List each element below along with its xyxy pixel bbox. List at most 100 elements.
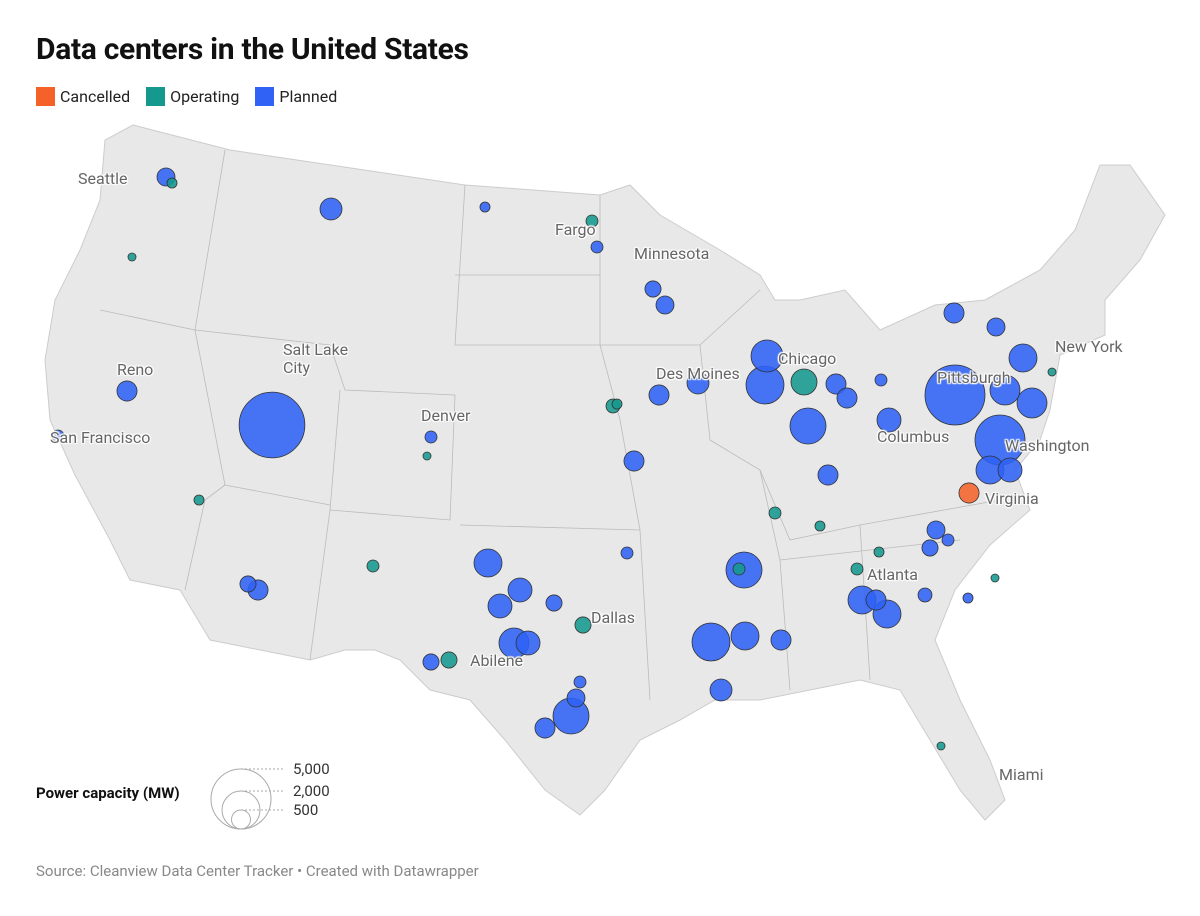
data-center bbox=[989, 374, 1021, 406]
legend-label: Operating bbox=[170, 87, 240, 106]
data-center bbox=[876, 407, 902, 433]
data-center bbox=[850, 562, 864, 576]
us-outline bbox=[44, 124, 1166, 821]
data-center bbox=[789, 407, 827, 445]
data-center bbox=[1047, 367, 1057, 377]
data-center bbox=[573, 675, 587, 689]
city-label: San Francisco bbox=[50, 428, 151, 447]
data-center bbox=[770, 629, 792, 651]
city-label: Fargo bbox=[555, 220, 596, 239]
size-legend-circle bbox=[210, 768, 272, 830]
data-center bbox=[648, 384, 670, 406]
data-center bbox=[422, 653, 440, 671]
data-center bbox=[51, 429, 65, 443]
size-legend-title: Power capacity (MW) bbox=[36, 784, 180, 802]
data-center bbox=[768, 506, 782, 520]
data-center bbox=[473, 548, 503, 578]
data-center bbox=[874, 373, 888, 387]
data-center bbox=[924, 364, 986, 426]
data-center bbox=[691, 622, 731, 662]
city-label: Minnesota bbox=[634, 244, 710, 263]
city-label: Abilene bbox=[470, 651, 524, 670]
data-center bbox=[479, 201, 491, 213]
data-center bbox=[611, 398, 623, 410]
data-center bbox=[941, 533, 955, 547]
legend-swatch bbox=[146, 87, 166, 106]
data-center bbox=[990, 573, 1000, 583]
data-center bbox=[986, 317, 1006, 337]
data-center bbox=[574, 616, 592, 634]
data-center bbox=[566, 688, 586, 708]
data-center bbox=[515, 630, 541, 656]
data-center bbox=[127, 252, 137, 262]
city-label: Virginia bbox=[985, 489, 1039, 508]
data-center bbox=[238, 391, 306, 459]
data-center bbox=[790, 368, 818, 396]
legend-item: Operating bbox=[146, 87, 239, 106]
city-label: Columbus bbox=[877, 427, 950, 446]
data-center bbox=[507, 577, 533, 603]
data-center bbox=[1008, 343, 1038, 373]
data-center bbox=[686, 371, 710, 395]
data-center bbox=[943, 302, 965, 324]
data-center bbox=[926, 520, 946, 540]
legend-item: Planned bbox=[255, 87, 337, 106]
data-center bbox=[997, 457, 1023, 483]
city-label: Atlanta bbox=[867, 565, 918, 584]
data-center bbox=[319, 197, 343, 221]
data-center bbox=[865, 589, 887, 611]
data-center bbox=[239, 575, 257, 593]
data-center bbox=[116, 380, 138, 402]
data-center bbox=[825, 373, 847, 395]
city-label: Miami bbox=[999, 765, 1044, 784]
data-center bbox=[623, 450, 645, 472]
data-center bbox=[590, 240, 604, 254]
data-center bbox=[732, 562, 746, 576]
legend: Cancelled Operating Planned bbox=[36, 87, 337, 106]
legend-swatch bbox=[36, 87, 55, 106]
size-legend-circle bbox=[231, 809, 251, 830]
data-center bbox=[644, 280, 662, 298]
city-label: New York bbox=[1055, 337, 1123, 356]
size-legend-label: 500 bbox=[293, 801, 319, 820]
data-center bbox=[962, 592, 974, 604]
data-center bbox=[534, 717, 556, 739]
data-center bbox=[873, 546, 885, 558]
city-label: Seattle bbox=[78, 169, 128, 188]
city-label: Pittsburgh bbox=[937, 368, 1011, 387]
data-center bbox=[655, 295, 675, 315]
data-center bbox=[545, 594, 563, 612]
data-center bbox=[193, 494, 205, 506]
data-center bbox=[424, 430, 438, 444]
city-label: Chicago bbox=[778, 349, 837, 368]
data-center bbox=[730, 621, 760, 651]
legend-item: Cancelled bbox=[36, 87, 130, 106]
data-center bbox=[422, 451, 432, 461]
legend-label: Cancelled bbox=[60, 87, 131, 106]
city-label: Des Moines bbox=[656, 364, 740, 383]
data-center bbox=[917, 587, 933, 603]
legend-swatch bbox=[255, 87, 275, 106]
source: Source: Cleanview Data Center Tracker • … bbox=[36, 862, 479, 880]
data-center bbox=[750, 339, 784, 373]
data-center bbox=[440, 651, 458, 669]
size-legend-label: 2,000 bbox=[293, 782, 330, 801]
data-center bbox=[709, 678, 733, 702]
data-center bbox=[366, 559, 380, 573]
data-center bbox=[585, 214, 599, 228]
data-center bbox=[958, 482, 980, 504]
city-label: Dallas bbox=[591, 608, 635, 627]
size-legend-label: 5,000 bbox=[293, 760, 330, 778]
data-center bbox=[817, 464, 839, 486]
data-center bbox=[1016, 387, 1048, 419]
data-center bbox=[921, 539, 939, 557]
city-label: Washington bbox=[1005, 436, 1090, 455]
city-label: Salt Lake City bbox=[283, 340, 349, 377]
data-center bbox=[166, 177, 178, 189]
city-label: Denver bbox=[421, 406, 471, 425]
legend-label: Planned bbox=[279, 87, 338, 106]
title: Data centers in the United States bbox=[36, 32, 469, 67]
data-center bbox=[487, 593, 513, 619]
